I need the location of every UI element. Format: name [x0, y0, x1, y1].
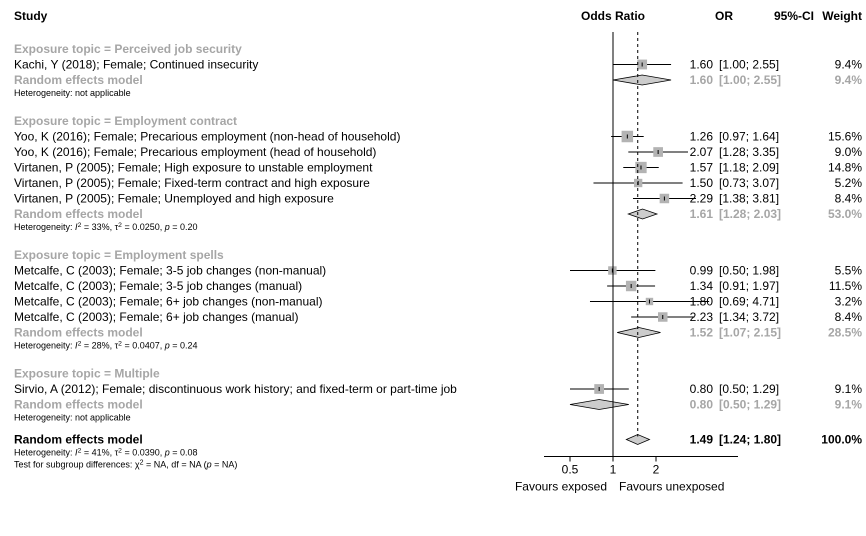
weight-value: 9.4% [835, 58, 863, 72]
x-axis-tick-label: 2 [653, 463, 660, 477]
or-value: 0.99 [690, 264, 714, 278]
study-label: Metcalfe, C (2003); Female; 6+ job chang… [14, 310, 298, 324]
study-label: Metcalfe, C (2003); Female; 3-5 job chan… [14, 264, 326, 278]
group-title: Exposure topic = Multiple [14, 367, 160, 381]
ci-value: [1.00; 2.55] [719, 73, 781, 87]
weight-value: 8.4% [835, 192, 863, 206]
group-title: Exposure topic = Employment contract [14, 114, 237, 128]
header-odds-ratio: Odds Ratio [581, 9, 645, 23]
x-axis-tick-label: 0.5 [562, 463, 579, 477]
weight-value: 11.5% [829, 279, 862, 293]
ci-value: [0.50; 1.29] [719, 398, 781, 412]
study-label: Virtanen, P (2005); Female; Fixed-term c… [14, 176, 370, 190]
weight-value: 9.1% [835, 382, 863, 396]
subgroup-pooled-label: Random effects model [14, 398, 143, 412]
group-title: Exposure topic = Employment spells [14, 248, 224, 262]
or-value: 1.61 [690, 207, 714, 221]
header-study: Study [14, 9, 48, 23]
ci-value: [0.91; 1.97] [719, 279, 779, 293]
or-value: 1.50 [690, 176, 714, 190]
ci-value: [0.69; 4.71] [719, 295, 779, 309]
ci-value: [1.28; 2.03] [719, 207, 781, 221]
subgroup-diamond [569, 399, 629, 410]
favours-unexposed-label: Favours unexposed [619, 480, 724, 494]
ci-value: [1.34; 3.72] [719, 310, 779, 324]
or-value: 1.34 [690, 279, 714, 293]
or-value: 0.80 [690, 382, 714, 396]
or-value: 2.29 [690, 192, 714, 206]
ci-value: [1.24; 1.80] [719, 433, 781, 447]
weight-value: 9.4% [835, 73, 863, 87]
header-or: OR [715, 9, 733, 23]
study-label: Sirvio, A (2012); Female; discontinuous … [14, 382, 457, 396]
ci-value: [1.00; 2.55] [719, 58, 779, 72]
study-label: Yoo, K (2016); Female; Precarious employ… [14, 130, 400, 144]
subgroup-heterogeneity: Heterogeneity: not applicable [14, 88, 131, 98]
subgroup-heterogeneity: Heterogeneity: I2 = 28%, τ2 = 0.0407, p … [14, 340, 198, 351]
weight-value: 14.8% [828, 161, 862, 175]
weight-value: 8.4% [835, 310, 863, 324]
or-value: 1.57 [690, 161, 714, 175]
group-title: Exposure topic = Perceived job security [14, 42, 242, 56]
favours-exposed-label: Favours exposed [515, 480, 607, 494]
subgroup-heterogeneity: Heterogeneity: I2 = 33%, τ2 = 0.0250, p … [14, 222, 198, 233]
or-value: 0.80 [690, 398, 714, 412]
overall-pooled-label: Random effects model [14, 433, 143, 447]
ci-value: [0.50; 1.29] [719, 382, 779, 396]
weight-value: 100.0% [821, 433, 862, 447]
weight-value: 5.5% [835, 264, 863, 278]
subgroup-differences-test: Test for subgroup differences: χ2 = NA, … [14, 459, 237, 470]
x-axis-tick-label: 1 [610, 463, 617, 477]
or-value: 1.26 [690, 130, 714, 144]
subgroup-heterogeneity: Heterogeneity: not applicable [14, 413, 131, 423]
ci-value: [1.38; 3.81] [719, 192, 779, 206]
study-label: Virtanen, P (2005); Female; High exposur… [14, 161, 373, 175]
or-value: 1.49 [690, 433, 714, 447]
overall-diamond [625, 434, 651, 445]
subgroup-diamond [627, 208, 659, 220]
subgroup-diamond [617, 327, 661, 338]
or-value: 1.52 [690, 326, 714, 340]
weight-value: 3.2% [835, 295, 863, 309]
overall-heterogeneity: Heterogeneity: I2 = 41%, τ2 = 0.0390, p … [14, 447, 198, 458]
subgroup-pooled-label: Random effects model [14, 73, 143, 87]
weight-value: 9.0% [835, 145, 863, 159]
subgroup-pooled-label: Random effects model [14, 207, 143, 221]
header-weight: Weight [822, 9, 862, 23]
subgroup-diamond [612, 74, 672, 86]
header-ci: 95%-CI [774, 9, 814, 23]
weight-value: 15.6% [828, 130, 862, 144]
ci-value: [1.18; 2.09] [719, 161, 779, 175]
subgroup-pooled-label: Random effects model [14, 326, 143, 340]
ci-value: [0.50; 1.98] [719, 264, 779, 278]
study-label: Metcalfe, C (2003); Female; 6+ job chang… [14, 295, 323, 309]
study-label: Kachi, Y (2018); Female; Continued insec… [14, 58, 258, 72]
study-label: Yoo, K (2016); Female; Precarious employ… [14, 145, 376, 159]
weight-value: 5.2% [835, 176, 863, 190]
ci-value: [0.97; 1.64] [719, 130, 779, 144]
ci-value: [1.28; 3.35] [719, 145, 779, 159]
or-value: 2.07 [690, 145, 714, 159]
weight-value: 9.1% [835, 398, 863, 412]
study-label: Metcalfe, C (2003); Female; 3-5 job chan… [14, 279, 302, 293]
weight-value: 28.5% [828, 326, 862, 340]
or-value: 1.60 [690, 58, 714, 72]
weight-value: 53.0% [828, 207, 862, 221]
or-value: 1.60 [690, 73, 714, 87]
ci-value: [1.07; 2.15] [719, 326, 781, 340]
or-value: 2.23 [690, 310, 714, 324]
study-label: Virtanen, P (2005); Female; Unemployed a… [14, 192, 334, 206]
ci-value: [0.73; 3.07] [719, 176, 779, 190]
